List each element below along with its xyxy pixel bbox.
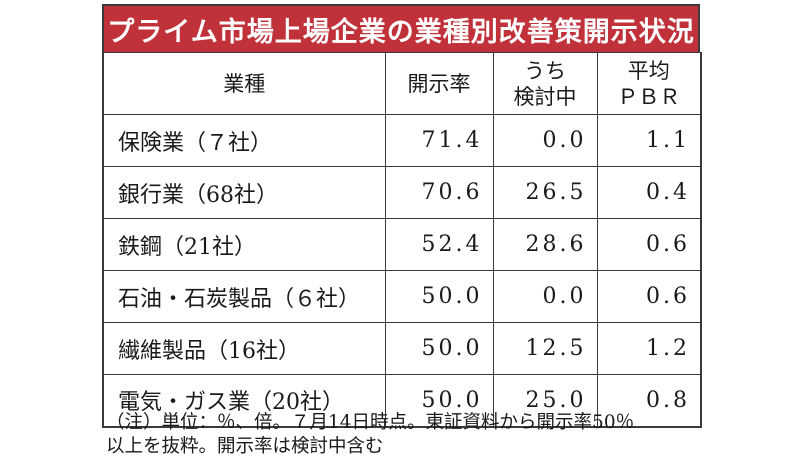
row-avg-pbr-cell: 1.1	[596, 114, 702, 167]
row-disclosure-rate-cell: 70.6	[384, 166, 494, 219]
table-row: 電気・ガス業（20社） 50.0 25.0 0.8	[102, 374, 702, 427]
row-avg-pbr-cell: 0.6	[596, 270, 702, 323]
disclosure-status-table-frame: プライム市場上場企業の業種別改善策開示状況 業種 開示率 うち 検討中 平均 Ｐ…	[102, 4, 702, 428]
table-footnote: （注）単位：％、倍。７月14日時点。東証資料から開示率50％ 以上を抜粋。開示率…	[106, 411, 706, 459]
row-disclosure-rate-cell: 50.0	[384, 322, 494, 375]
table-title: プライム市場上場企業の業種別改善策開示状況	[102, 4, 700, 52]
table-row: 保険業（７社） 71.4 0.0 1.1	[102, 114, 702, 167]
header-category: 業種	[102, 52, 386, 115]
row-avg-pbr-cell: 1.2	[596, 322, 702, 375]
header-avg-pbr: 平均 ＰＢＲ	[596, 52, 702, 115]
header-disclosure-rate: 開示率	[384, 52, 494, 115]
header-avg-pbr-line2: ＰＢＲ	[617, 84, 681, 109]
row-disclosure-rate-cell: 71.4	[384, 114, 494, 167]
table-row: 鉄鋼（21社） 52.4 28.6 0.6	[102, 218, 702, 271]
disclosure-table: 業種 開示率 うち 検討中 平均 ＰＢＲ 保険業（７社） 71.4 0.0 1.1 銀行…	[102, 52, 702, 428]
row-under-review-cell: 26.5	[492, 166, 598, 219]
header-row: 業種 開示率 うち 検討中 平均 ＰＢＲ	[102, 52, 702, 115]
header-under-review: うち 検討中	[492, 52, 598, 115]
row-under-review-cell: 0.0	[492, 114, 598, 167]
row-under-review-cell: 12.5	[492, 322, 598, 375]
row-avg-pbr-cell: 0.6	[596, 218, 702, 271]
row-disclosure-rate-cell: 50.0	[384, 270, 494, 323]
footnote-line-1: （注）単位：％、倍。７月14日時点。東証資料から開示率50％	[106, 412, 635, 433]
row-category-cell: 石油・石炭製品（６社）	[102, 270, 386, 323]
row-disclosure-rate-cell: 52.4	[384, 218, 494, 271]
row-under-review-cell: 25.0	[492, 374, 598, 427]
footnote-line-2: 以上を抜粋。開示率は検討中含む	[106, 436, 384, 457]
row-under-review-cell: 0.0	[492, 270, 598, 323]
row-under-review-cell: 28.6	[492, 218, 598, 271]
row-category-cell: 銀行業（68社）	[102, 166, 386, 219]
table-row: 銀行業（68社） 70.6 26.5 0.4	[102, 166, 702, 219]
row-avg-pbr-cell: 0.4	[596, 166, 702, 219]
header-under-review-line2: 検討中	[513, 84, 577, 109]
row-category-cell: 電気・ガス業（20社）	[102, 374, 386, 427]
row-avg-pbr-cell: 0.8	[596, 374, 702, 427]
row-category-cell: 繊維製品（16社）	[102, 322, 386, 375]
row-category-cell: 保険業（７社）	[102, 114, 386, 167]
header-under-review-line1: うち	[524, 58, 566, 83]
row-disclosure-rate-cell: 50.0	[384, 374, 494, 427]
row-category-cell: 鉄鋼（21社）	[102, 218, 386, 271]
header-avg-pbr-line1: 平均	[627, 58, 670, 83]
table-row: 石油・石炭製品（６社） 50.0 0.0 0.6	[102, 270, 702, 323]
table-row: 繊維製品（16社） 50.0 12.5 1.2	[102, 322, 702, 375]
